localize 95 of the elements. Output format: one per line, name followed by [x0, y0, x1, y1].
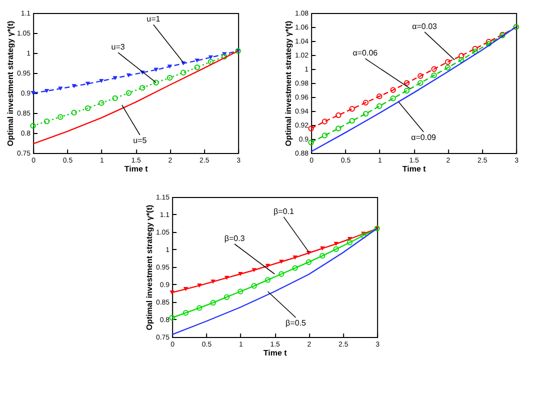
point [251, 283, 257, 289]
point [166, 74, 173, 81]
point [58, 114, 64, 120]
point [44, 118, 50, 124]
point [98, 100, 104, 106]
annotation: u=1 [146, 14, 161, 24]
point [194, 58, 200, 63]
point [208, 55, 214, 60]
point [222, 54, 228, 60]
point [404, 88, 410, 94]
point [99, 78, 104, 84]
point [197, 284, 202, 288]
annotation: β=0.3 [224, 234, 246, 243]
point [472, 48, 478, 54]
point [85, 82, 90, 86]
point [306, 259, 312, 265]
point [84, 105, 91, 112]
point [210, 280, 216, 284]
point [224, 294, 230, 300]
annotation: α=0.06 [352, 48, 378, 58]
point [322, 118, 328, 124]
point [278, 271, 284, 277]
point [224, 276, 230, 280]
point [346, 240, 353, 246]
point [404, 80, 410, 86]
point [444, 59, 451, 65]
point [349, 118, 355, 124]
point [458, 57, 464, 63]
point [360, 232, 366, 238]
point [196, 305, 202, 311]
annotation: u=3 [111, 42, 126, 52]
point [72, 84, 76, 88]
annotation: α=0.09 [411, 132, 437, 142]
point [44, 88, 50, 94]
annotation: u=5 [133, 136, 148, 145]
y-axis-title: Optimal investment strategy γ*(t) [284, 20, 293, 146]
point [182, 310, 189, 316]
point [112, 95, 118, 102]
point [58, 86, 63, 91]
point [264, 277, 271, 283]
point [194, 64, 200, 70]
point [322, 132, 328, 138]
y-axis-title: Optimal investment strategy γ*(t) [6, 20, 15, 146]
x-axis-title: Time t [402, 164, 426, 174]
point [458, 52, 464, 59]
point [320, 252, 326, 259]
point [210, 300, 216, 306]
point [71, 110, 77, 116]
point [292, 265, 298, 271]
point [362, 110, 369, 117]
point [333, 246, 339, 252]
point [336, 126, 342, 132]
point [292, 256, 298, 260]
point [431, 66, 437, 72]
x-axis-title: Time t [263, 348, 288, 358]
point [30, 122, 36, 129]
point [376, 93, 382, 100]
annotation: α=0.03 [412, 22, 438, 31]
point [308, 126, 314, 132]
point [390, 96, 396, 102]
line-series [171, 228, 378, 336]
point [418, 80, 424, 86]
point [472, 46, 478, 52]
point [320, 246, 325, 250]
annotation: β=0.1 [274, 206, 294, 216]
point [334, 242, 338, 246]
point [126, 73, 132, 78]
point [208, 58, 214, 65]
point [308, 140, 314, 146]
point [279, 260, 284, 264]
point [126, 90, 132, 96]
point [238, 288, 244, 294]
point [167, 64, 172, 69]
point [390, 87, 396, 93]
point [183, 287, 188, 292]
point [180, 70, 186, 76]
point [238, 272, 243, 276]
point [112, 76, 118, 80]
point [336, 112, 342, 118]
point [153, 80, 159, 86]
point [170, 290, 174, 295]
y-axis-title: Optimal investment strategy γ*(t) [144, 204, 154, 330]
annotation: β=0.5 [286, 318, 306, 328]
point [349, 106, 355, 112]
point [140, 84, 146, 91]
point [252, 268, 256, 272]
point [376, 103, 382, 109]
point [265, 264, 270, 268]
point [444, 64, 451, 70]
x-axis-title: Time t [124, 164, 148, 174]
point [431, 72, 437, 78]
point [362, 100, 369, 106]
point [30, 90, 36, 96]
point [418, 73, 424, 79]
line-series [32, 50, 239, 144]
